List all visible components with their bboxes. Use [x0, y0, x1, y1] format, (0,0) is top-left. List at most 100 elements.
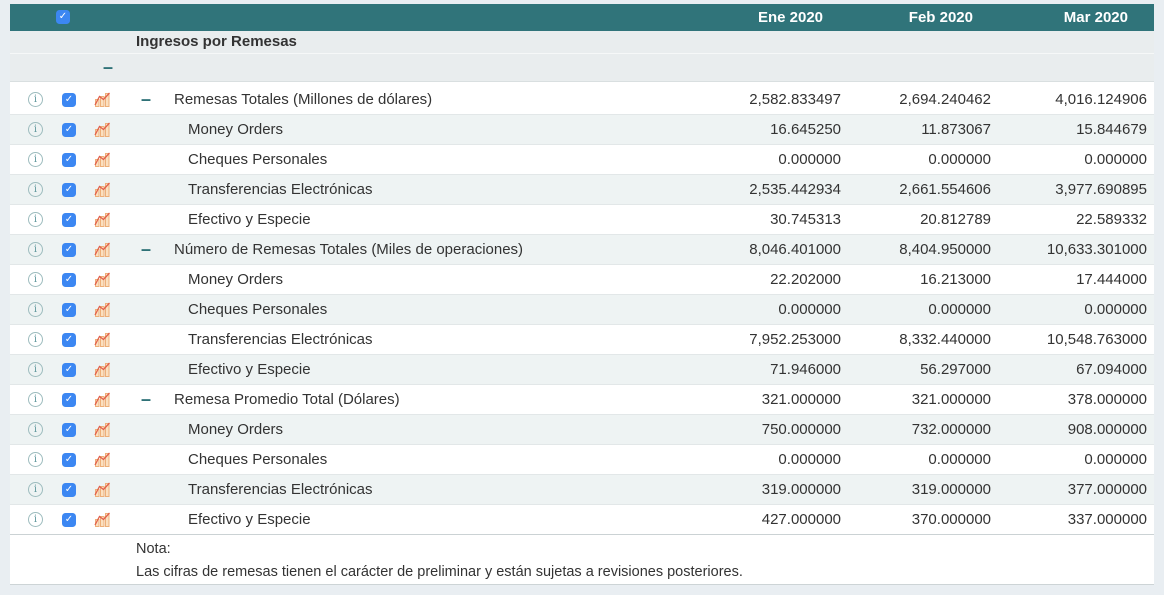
collapse-toggle[interactable]: –	[141, 239, 152, 259]
value-cell-mar: 337.000000	[1067, 511, 1147, 528]
series-label: Cheques Personales	[188, 451, 328, 468]
info-icon[interactable]: i	[28, 362, 43, 377]
chart-icon[interactable]	[94, 422, 111, 437]
row-checkbox[interactable]: ✓	[62, 93, 76, 107]
value-cell-mar: 3,977.690895	[1055, 181, 1147, 198]
row-checkbox[interactable]: ✓	[62, 183, 76, 197]
spacer	[10, 82, 1154, 85]
series-label: Cheques Personales	[188, 151, 328, 168]
info-icon[interactable]: i	[28, 392, 43, 407]
table-header-bar: ✓ Ene 2020 Feb 2020 Mar 2020	[10, 4, 1154, 31]
chart-icon[interactable]	[94, 362, 111, 377]
info-icon[interactable]: i	[28, 182, 43, 197]
table-row: i ✓ Efectivo y Especie 427.000000 370.00…	[10, 505, 1154, 535]
row-checkbox[interactable]: ✓	[62, 393, 76, 407]
value-cell-ene: 7,952.253000	[749, 331, 841, 348]
value-cell-mar: 10,548.763000	[1046, 331, 1147, 348]
chart-icon[interactable]	[94, 512, 111, 527]
info-icon[interactable]: i	[28, 482, 43, 497]
column-header-2: Mar 2020	[1063, 9, 1128, 26]
chart-icon[interactable]	[94, 152, 111, 167]
select-all-checkbox[interactable]: ✓	[56, 10, 70, 24]
value-cell-ene: 16.645250	[770, 121, 841, 138]
table-row: i ✓ Cheques Personales 0.000000 0.000000…	[10, 295, 1154, 325]
info-icon[interactable]: i	[28, 452, 43, 467]
row-checkbox[interactable]: ✓	[62, 273, 76, 287]
chart-icon[interactable]	[94, 332, 111, 347]
value-cell-mar: 0.000000	[1084, 301, 1147, 318]
value-cell-mar: 0.000000	[1084, 451, 1147, 468]
chart-icon[interactable]	[94, 452, 111, 467]
info-icon[interactable]: i	[28, 302, 43, 317]
note-text: Las cifras de remesas tienen el carácter…	[136, 564, 743, 580]
section-title-row: Ingresos por Remesas	[10, 31, 1154, 53]
info-icon[interactable]: i	[28, 152, 43, 167]
row-checkbox[interactable]: ✓	[62, 333, 76, 347]
row-checkbox[interactable]: ✓	[62, 123, 76, 137]
value-cell-feb: 2,661.554606	[899, 181, 991, 198]
row-checkbox[interactable]: ✓	[62, 423, 76, 437]
note-area: Nota: Las cifras de remesas tienen el ca…	[10, 535, 1154, 585]
row-checkbox[interactable]: ✓	[62, 243, 76, 257]
value-cell-feb: 370.000000	[911, 511, 991, 528]
info-icon[interactable]: i	[28, 512, 43, 527]
chart-icon[interactable]	[94, 92, 111, 107]
series-label: Efectivo y Especie	[188, 211, 311, 228]
value-cell-feb: 2,694.240462	[899, 91, 991, 108]
chart-icon[interactable]	[94, 482, 111, 497]
value-cell-mar: 0.000000	[1084, 151, 1147, 168]
value-cell-mar: 377.000000	[1067, 481, 1147, 498]
collapse-all-toggle[interactable]: –	[103, 57, 114, 77]
value-cell-feb: 321.000000	[911, 391, 991, 408]
value-cell-mar: 15.844679	[1076, 121, 1147, 138]
chart-icon[interactable]	[94, 242, 111, 257]
remittances-data-table: ✓ Ene 2020 Feb 2020 Mar 2020 Ingresos por …	[10, 4, 1154, 585]
series-label: Transferencias Electrónicas	[188, 181, 373, 198]
table-row: i ✓ – Número de Remesas Totales (Miles d…	[10, 235, 1154, 265]
table-row: i ✓ Money Orders 16.645250 11.873067 15.…	[10, 115, 1154, 145]
value-cell-mar: 22.589332	[1076, 211, 1147, 228]
info-icon[interactable]: i	[28, 242, 43, 257]
chart-icon[interactable]	[94, 302, 111, 317]
row-checkbox[interactable]: ✓	[62, 213, 76, 227]
row-checkbox[interactable]: ✓	[62, 303, 76, 317]
info-icon[interactable]: i	[28, 92, 43, 107]
value-cell-mar: 4,016.124906	[1055, 91, 1147, 108]
value-cell-feb: 0.000000	[928, 151, 991, 168]
chart-icon[interactable]	[94, 212, 111, 227]
series-label: Money Orders	[188, 121, 284, 138]
collapse-toggle[interactable]: –	[141, 89, 152, 109]
value-cell-feb: 8,404.950000	[899, 241, 991, 258]
value-cell-ene: 8,046.401000	[749, 241, 841, 258]
info-icon[interactable]: i	[28, 122, 43, 137]
value-cell-mar: 378.000000	[1067, 391, 1147, 408]
row-checkbox[interactable]: ✓	[62, 453, 76, 467]
collapse-toggle[interactable]: –	[141, 389, 152, 409]
row-checkbox[interactable]: ✓	[62, 513, 76, 527]
series-label: Remesa Promedio Total (Dólares)	[174, 391, 400, 408]
table-row: i ✓ – Remesa Promedio Total (Dólares) 32…	[10, 385, 1154, 415]
value-cell-mar: 908.000000	[1067, 421, 1147, 438]
series-label: Transferencias Electrónicas	[188, 481, 373, 498]
row-checkbox[interactable]: ✓	[62, 363, 76, 377]
table-row: i ✓ Cheques Personales 0.000000 0.000000…	[10, 445, 1154, 475]
value-cell-feb: 8,332.440000	[899, 331, 991, 348]
row-checkbox[interactable]: ✓	[62, 483, 76, 497]
value-cell-ene: 0.000000	[778, 151, 841, 168]
info-icon[interactable]: i	[28, 332, 43, 347]
value-cell-ene: 22.202000	[770, 271, 841, 288]
info-icon[interactable]: i	[28, 422, 43, 437]
info-icon[interactable]: i	[28, 212, 43, 227]
chart-icon[interactable]	[94, 392, 111, 407]
chart-icon[interactable]	[94, 122, 111, 137]
value-cell-mar: 10,633.301000	[1046, 241, 1147, 258]
table-row: i ✓ Efectivo y Especie 71.946000 56.2970…	[10, 355, 1154, 385]
table-row: i ✓ Transferencias Electrónicas 2,535.44…	[10, 175, 1154, 205]
chart-icon[interactable]	[94, 182, 111, 197]
row-checkbox[interactable]: ✓	[62, 153, 76, 167]
value-cell-feb: 56.297000	[920, 361, 991, 378]
table-row: i ✓ Transferencias Electrónicas 319.0000…	[10, 475, 1154, 505]
chart-icon[interactable]	[94, 272, 111, 287]
series-label: Money Orders	[188, 421, 284, 438]
info-icon[interactable]: i	[28, 272, 43, 287]
